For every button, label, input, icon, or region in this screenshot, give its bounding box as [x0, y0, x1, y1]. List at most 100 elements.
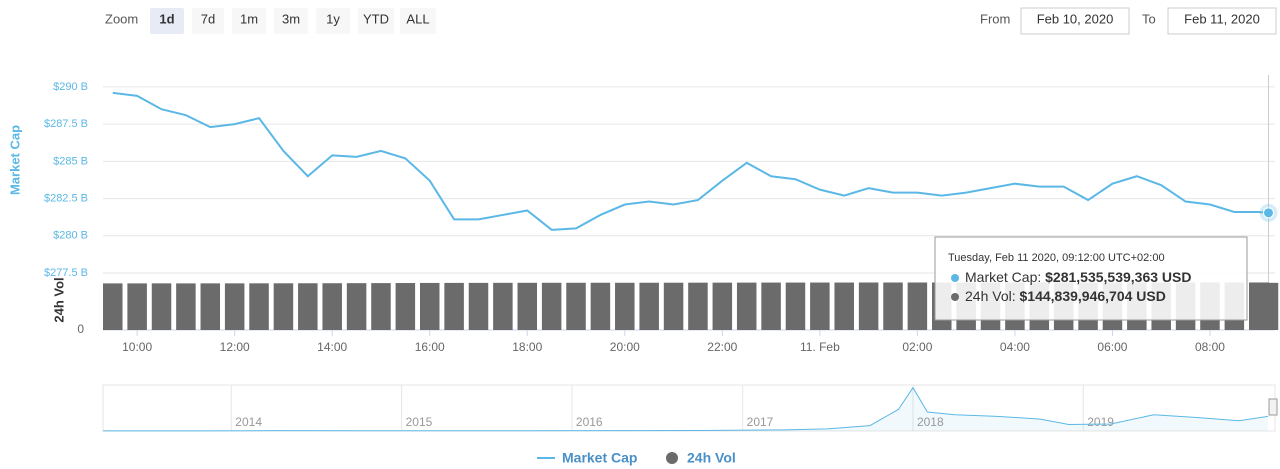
- x-tick-label: 18:00: [512, 340, 542, 354]
- x-tick-label: 20:00: [610, 340, 640, 354]
- volume-bar: [858, 282, 879, 330]
- volume-bar: [103, 283, 123, 330]
- tooltip-marker: [951, 274, 959, 282]
- zoom-button[interactable]: [192, 8, 224, 34]
- y-tick-label: $277.5 B: [44, 267, 88, 279]
- volume-bar: [444, 282, 464, 330]
- volume-bar: [907, 282, 928, 330]
- tooltip-name: 24h Vol:: [965, 288, 1016, 304]
- hover-point: [1262, 207, 1274, 219]
- zoom-button-label[interactable]: 3m: [282, 11, 300, 26]
- y-tick-label: $290 B: [53, 81, 88, 93]
- zoom-button-label[interactable]: 1m: [240, 11, 258, 26]
- navigator-handle[interactable]: [1268, 398, 1278, 416]
- from-label: From: [980, 11, 1010, 26]
- volume-bar: [590, 282, 611, 330]
- navigator-tick-label: 2014: [235, 415, 262, 429]
- to-label: To: [1142, 11, 1156, 26]
- legend-label[interactable]: 24h Vol: [687, 450, 736, 466]
- zoom-button[interactable]: [400, 8, 436, 34]
- zoom-button-label[interactable]: 1d: [159, 11, 174, 26]
- to-value[interactable]: Feb 11, 2020: [1184, 11, 1260, 26]
- market-cap-line: [112, 91, 1269, 231]
- from-input[interactable]: [1020, 7, 1130, 35]
- volume-bar: [395, 283, 416, 330]
- volume-bar: [566, 282, 586, 330]
- navigator-tick-label: 2017: [747, 415, 774, 429]
- volume-bar: [810, 282, 830, 330]
- volume-bar: [639, 282, 659, 330]
- volume-bar: [249, 283, 269, 330]
- volume-bar: [883, 282, 903, 330]
- tooltip-header: Tuesday, Feb 11 2020, 09:12:00 UTC+02:00: [948, 252, 1165, 264]
- y2-tick-label: 0: [77, 322, 84, 336]
- navigator-line: [102, 386, 1269, 432]
- volume-bar: [615, 282, 635, 330]
- tooltip-row: Market Cap: $281,535,539,363 USD: [965, 269, 1191, 285]
- x-tick-label: 10:00: [122, 340, 152, 354]
- zoom-button-label[interactable]: 7d: [201, 11, 215, 26]
- volume-bar: [761, 282, 781, 330]
- y-tick-label: $285 B: [53, 155, 88, 167]
- x-tick-label: 16:00: [415, 340, 445, 354]
- tooltip-box: [934, 236, 1248, 321]
- volume-bar: [224, 283, 245, 330]
- zoom-button-label[interactable]: 1y: [326, 11, 340, 26]
- volume-bar: [346, 283, 367, 330]
- legend-label[interactable]: Market Cap: [562, 450, 637, 466]
- tooltip-marker: [951, 293, 959, 301]
- x-tick-label: 08:00: [1195, 340, 1225, 354]
- tooltip-row: 24h Vol: $144,839,946,704 USD: [965, 288, 1166, 304]
- y-tick-label: $280 B: [53, 230, 88, 242]
- volume-bar: [176, 283, 196, 330]
- volume-bar: [785, 282, 806, 330]
- x-tick-label: 06:00: [1097, 340, 1127, 354]
- volume-bar: [151, 283, 172, 330]
- zoom-button[interactable]: [274, 8, 308, 34]
- x-tick-label: 14:00: [317, 340, 347, 354]
- to-input[interactable]: [1167, 7, 1277, 35]
- volume-bar: [468, 282, 489, 330]
- volume-bar: [517, 282, 538, 330]
- tooltip-value: $144,839,946,704 USD: [1020, 288, 1166, 304]
- x-tick-label: 04:00: [1000, 340, 1030, 354]
- volume-bar: [712, 282, 733, 330]
- legend-marker[interactable]: [666, 452, 678, 464]
- y-tick-label: $287.5 B: [44, 118, 88, 130]
- volume-bar: [322, 283, 342, 330]
- volume-bar: [736, 282, 757, 330]
- volume-bar: [298, 283, 318, 330]
- zoom-button[interactable]: [358, 8, 394, 34]
- zoom-button-label[interactable]: ALL: [406, 11, 429, 26]
- volume-bar: [493, 282, 513, 330]
- volume-bar: [200, 283, 221, 330]
- navigator-area: [103, 387, 1268, 431]
- y2-axis-title: 24h Vol: [51, 277, 66, 322]
- tooltip-name: Market Cap:: [965, 269, 1041, 285]
- zoom-button[interactable]: [232, 8, 266, 34]
- x-tick-label: 12:00: [220, 340, 250, 354]
- volume-bar: [688, 282, 708, 330]
- navigator-tick-label: 2016: [576, 415, 603, 429]
- volume-bar: [1258, 282, 1279, 330]
- volume-bar: [541, 282, 562, 330]
- zoom-button[interactable]: [316, 8, 350, 34]
- volume-bar: [371, 283, 391, 330]
- y-axis-title: Market Cap: [7, 125, 22, 195]
- zoom-button[interactable]: [150, 8, 184, 34]
- volume-bar: [419, 282, 440, 330]
- navigator-tick-label: 2015: [406, 415, 433, 429]
- from-value[interactable]: Feb 10, 2020: [1037, 11, 1114, 26]
- x-tick-label: 22:00: [707, 340, 737, 354]
- tooltip-value: $281,535,539,363 USD: [1045, 269, 1191, 285]
- volume-bar: [663, 282, 684, 330]
- y-tick-label: $282.5 B: [44, 192, 88, 204]
- volume-bar: [273, 283, 294, 330]
- volume-bar: [834, 282, 854, 330]
- zoom-button-label[interactable]: YTD: [363, 11, 389, 26]
- zoom-label: Zoom: [105, 11, 138, 26]
- x-tick-label: 11. Feb: [800, 340, 840, 354]
- navigator-tick-label: 2019: [1087, 415, 1114, 429]
- x-tick-label: 02:00: [902, 340, 932, 354]
